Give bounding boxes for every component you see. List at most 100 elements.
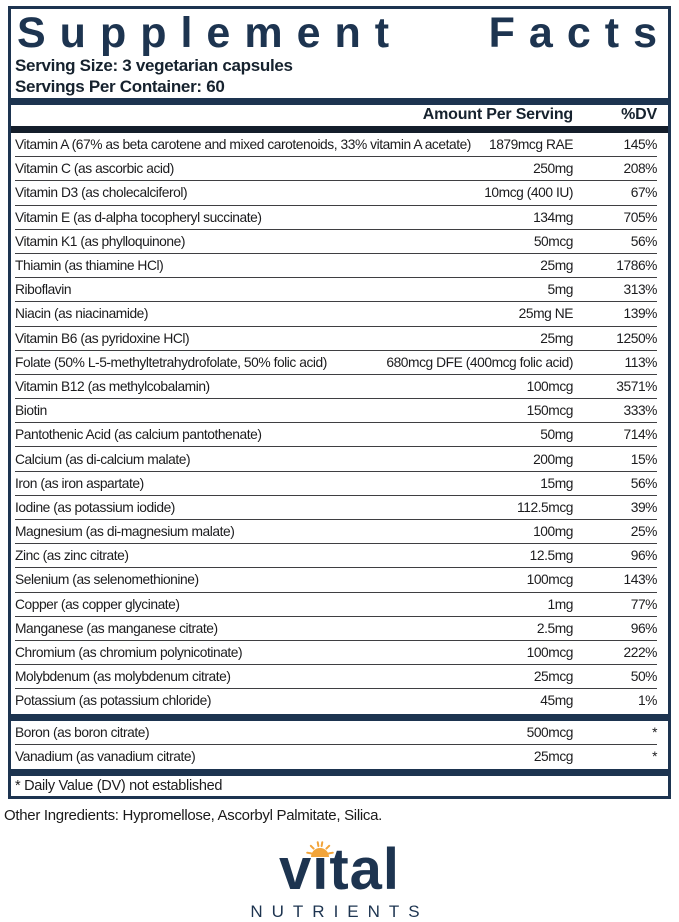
nutrient-amount: 50mg xyxy=(540,427,573,443)
nutrient-amount: 1879mcg RAE xyxy=(488,137,573,153)
nutrient-dv: 25% xyxy=(630,524,658,540)
nutrient-row: Niacin (as niacinamide) 25mg NE 139% xyxy=(15,301,657,325)
nutrient-dv: 208% xyxy=(623,161,658,177)
nutrient-row: Molybdenum (as molybdenum citrate) 25mcg… xyxy=(15,664,657,688)
nutrient-name: Pantothenic Acid (as calcium pantothenat… xyxy=(15,427,262,443)
nutrient-name: Vitamin K1 (as phylloquinone) xyxy=(15,233,185,249)
nutrient-row: Vitamin B6 (as pyridoxine HCl) 25mg 1250… xyxy=(15,325,657,350)
nutrient-dv: 145% xyxy=(623,137,658,153)
nutrient-name: Magnesium (as di-magnesium malate) xyxy=(15,524,235,540)
nutrient-amount: 2.5mg xyxy=(536,620,574,636)
panel-title: Supplement Facts xyxy=(17,9,657,57)
nutrient-row: Riboflavin 5mg 313% xyxy=(15,277,657,301)
supplement-facts-panel: Supplement Facts Serving Size: 3 vegetar… xyxy=(8,6,671,799)
nutrient-row: Zinc (as zinc citrate) 12.5mg 96% xyxy=(15,543,657,567)
nutrient-amount: 100mcg xyxy=(526,378,574,394)
nutrient-amount: 680mcg DFE (400mcg folic acid) xyxy=(386,354,573,370)
nutrient-name: Calcium (as di-calcium malate) xyxy=(15,451,191,467)
nutrient-row: Iodine (as potassium iodide) 112.5mcg 39… xyxy=(15,494,658,519)
nutrient-dv: 1786% xyxy=(616,258,657,274)
nutrient-amount: 100mg xyxy=(533,524,573,540)
nutrient-name: Zinc (as zinc citrate) xyxy=(15,548,129,564)
title-word-supplement: Supplement xyxy=(17,9,404,57)
nutrient-row: Manganese (as manganese citrate) 2.5mg 9… xyxy=(15,615,657,640)
nutrient-dv: 139% xyxy=(623,306,658,322)
nutrient-row: Vitamin C (as ascorbic acid) 250mg 208% xyxy=(15,156,657,180)
nutrient-dv: 96% xyxy=(630,548,658,564)
nutrient-amount: 25mg NE xyxy=(518,306,574,322)
nutrient-dv: 1250% xyxy=(616,330,657,346)
nutrient-dv: * xyxy=(652,724,657,740)
brand-subtext: NUTRIENTS xyxy=(250,901,429,921)
nutrient-amount: 100mcg xyxy=(526,645,574,661)
nutrient-row: Magnesium (as di-magnesium malate) 100mg… xyxy=(15,519,657,543)
nutrient-name: Niacin (as niacinamide) xyxy=(15,306,149,322)
divider-bar-middle xyxy=(11,713,668,721)
nutrient-row: Vitamin D3 (as cholecalciferol) 10mcg (4… xyxy=(15,180,657,204)
nutrient-name: Vitamin C (as ascorbic acid) xyxy=(15,161,174,177)
divider-bar-top xyxy=(11,98,668,105)
nutrient-name: Riboflavin xyxy=(15,282,72,298)
nutrient-amount: 25mcg xyxy=(533,669,574,685)
nutrient-row: Vitamin A (67% as beta carotene and mixe… xyxy=(15,133,657,156)
nutrient-row: Copper (as copper glycinate) 1mg 77% xyxy=(15,591,658,616)
nutrient-dv: 77% xyxy=(630,596,658,612)
nutrient-row: Selenium (as selenomethionine) 100mcg 14… xyxy=(15,567,657,591)
nutrient-dv: 50% xyxy=(630,669,658,685)
nutrient-name: Chromium (as chromium polynicotinate) xyxy=(15,645,243,661)
nutrient-name: Molybdenum (as molybdenum citrate) xyxy=(15,669,231,685)
nutrient-name: Biotin xyxy=(15,403,47,419)
nutrient-amount: 250mg xyxy=(533,161,573,177)
nutrient-name: Vitamin E (as d-alpha tocopheryl succina… xyxy=(15,209,262,225)
nutrient-name: Vitamin D3 (as cholecalciferol) xyxy=(15,185,188,201)
nutrient-amount: 134mg xyxy=(533,209,573,225)
nutrient-name: Folate (50% L-5-methyltetrahydrofolate, … xyxy=(15,354,327,370)
nutrient-row: Vitamin B12 (as methylcobalamin) 100mcg … xyxy=(15,373,657,398)
sun-icon xyxy=(306,841,334,857)
column-headers: Amount Per Serving %DV xyxy=(15,105,657,125)
nutrient-amount: 5mg xyxy=(547,282,574,298)
nutrient-amount: 45mg xyxy=(540,693,573,709)
divider-bar-header xyxy=(11,126,668,133)
nutrient-row: Potassium (as potassium chloride) 45mg 1… xyxy=(15,688,657,712)
nutrient-name: Boron (as boron citrate) xyxy=(15,724,150,740)
nutrient-row: Vanadium (as vanadium citrate) 25mcg * xyxy=(15,743,657,768)
nutrient-name: Vanadium (as vanadium citrate) xyxy=(15,748,196,764)
nutrient-row: Boron (as boron citrate) 500mcg * xyxy=(15,721,657,744)
brand-word: vital xyxy=(278,836,401,902)
nutrient-row: Vitamin E (as d-alpha tocopheryl succina… xyxy=(15,204,658,229)
nutrient-amount: 25mcg xyxy=(533,748,574,764)
amount-per-serving-header: Amount Per Serving xyxy=(422,106,573,123)
nutrient-row: Vitamin K1 (as phylloquinone) 50mcg 56% xyxy=(15,228,658,253)
nutrient-amount: 500mcg xyxy=(526,724,574,740)
nutrient-dv: 143% xyxy=(623,572,658,588)
nutrient-dv: 56% xyxy=(630,475,658,491)
nutrient-dv: 222% xyxy=(623,645,658,661)
nutrient-amount: 200mg xyxy=(533,451,573,467)
nutrient-dv: 333% xyxy=(623,403,658,419)
nutrient-dv: 1% xyxy=(637,693,657,709)
nutrient-dv: 39% xyxy=(630,499,658,515)
footnote: * Daily Value (DV) not established xyxy=(15,777,223,794)
nutrient-amount: 25mg xyxy=(540,258,573,274)
nutrient-name: Thiamin (as thiamine HCl) xyxy=(15,258,164,274)
dv-header: %DV xyxy=(621,106,657,123)
nutrient-dv: 714% xyxy=(623,427,658,443)
nutrient-name: Manganese (as manganese citrate) xyxy=(15,620,218,636)
nutrient-amount: 1mg xyxy=(547,596,574,612)
nutrient-dv: 15% xyxy=(630,451,658,467)
nutrient-amount: 12.5mg xyxy=(529,548,574,564)
nutrient-dv: 113% xyxy=(624,354,658,370)
nutrient-dv: 56% xyxy=(630,233,658,249)
serving-size: Serving Size: 3 vegetarian capsules xyxy=(15,56,293,75)
nutrient-amount: 100mcg xyxy=(526,572,574,588)
nutrient-amount: 10mcg (400 IU) xyxy=(484,185,573,201)
nutrient-amount: 15mg xyxy=(540,475,573,491)
nutrient-dv: 67% xyxy=(630,185,658,201)
nutrient-amount: 50mcg xyxy=(533,233,574,249)
nutrient-dv: 705% xyxy=(623,209,658,225)
nutrient-dv: 3571% xyxy=(616,378,657,394)
nutrient-dv: 313% xyxy=(623,282,658,298)
nutrient-amount: 150mcg xyxy=(526,403,574,419)
title-word-facts: Facts xyxy=(488,9,671,57)
